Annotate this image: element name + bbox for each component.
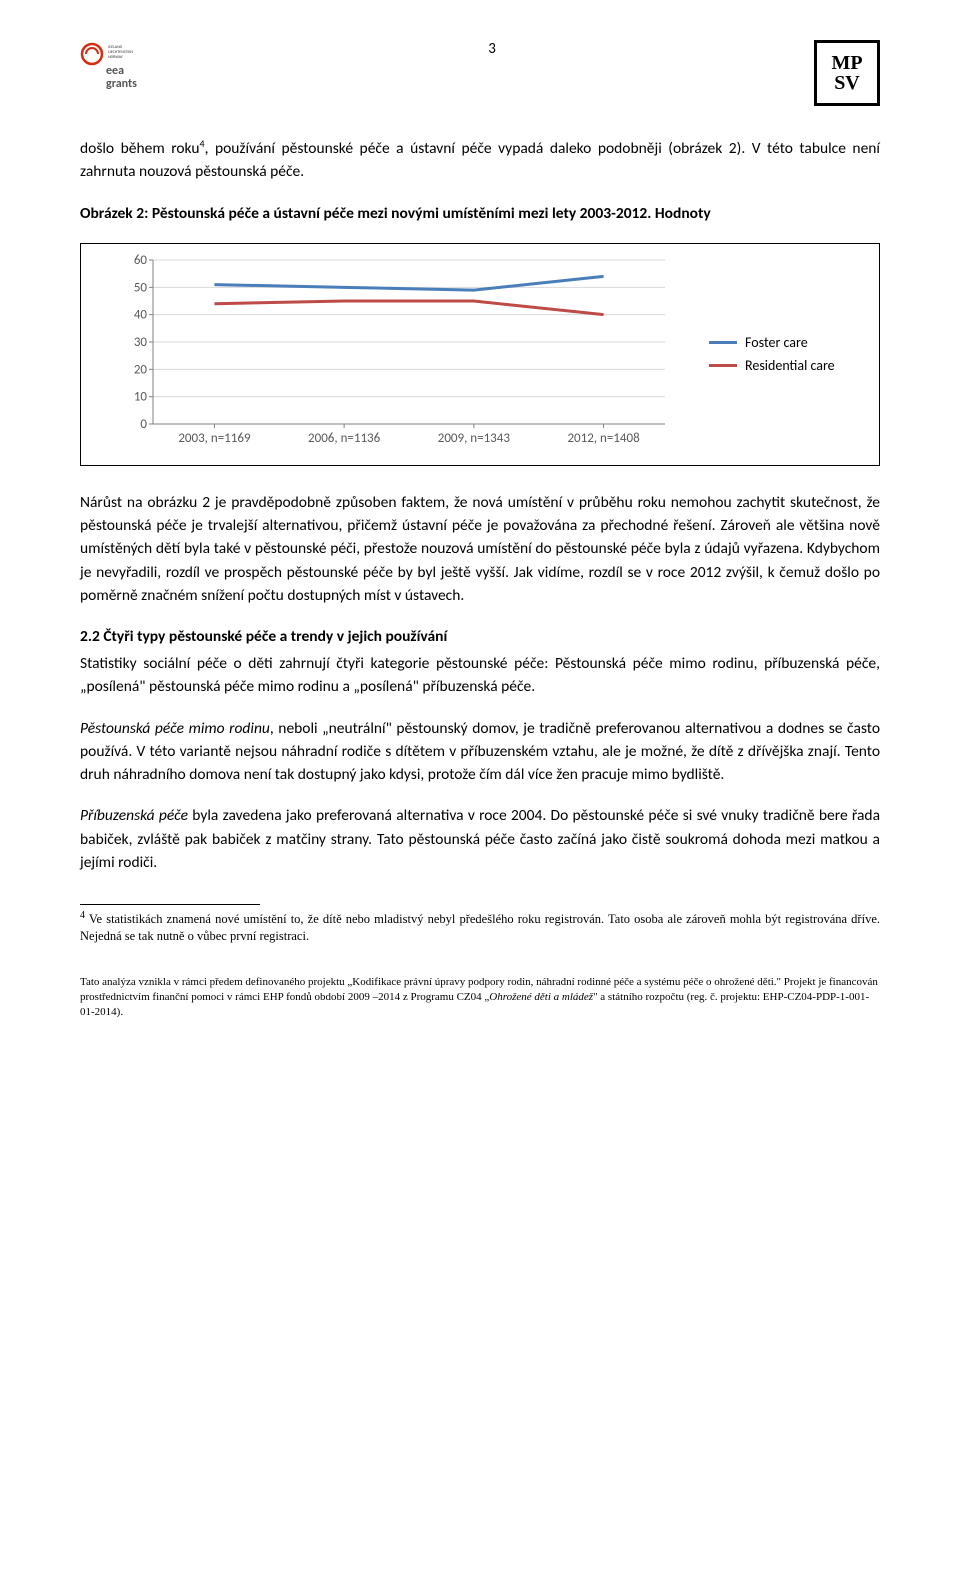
footnote-separator <box>80 904 260 905</box>
legend-label: Residential care <box>745 357 835 374</box>
para1-a: došlo během roku <box>80 139 200 158</box>
svg-text:20: 20 <box>134 362 148 377</box>
legend-swatch <box>709 341 737 344</box>
svg-text:30: 30 <box>134 335 148 350</box>
svg-text:NORWAY: NORWAY <box>108 55 123 60</box>
svg-text:10: 10 <box>134 390 148 405</box>
paragraph-intro: došlo během roku4, používání pěstounské … <box>80 136 880 184</box>
svg-text:0: 0 <box>140 417 147 432</box>
mpsv-logo-line1: MP <box>831 53 862 73</box>
paragraph-5: Příbuzenská péče byla zavedena jako pref… <box>80 804 880 874</box>
para5-rest: byla zavedena jako preferovaná alternati… <box>80 806 880 872</box>
page-footer: Tato analýza vznikla v rámci předem defi… <box>80 975 880 1020</box>
svg-text:grants: grants <box>106 77 137 90</box>
legend-item: Residential care <box>709 357 869 374</box>
page-header: ICELAND LIECHTENSTEIN NORWAY eea grants … <box>80 40 880 106</box>
svg-text:60: 60 <box>134 253 148 268</box>
line-chart: 0 10 20 30 40 50 60 2003, n=1169 2006, n=1136 200… <box>91 252 699 457</box>
para5-italic: Příbuzenská péče <box>80 806 188 825</box>
legend-item: Foster care <box>709 334 869 351</box>
para4-italic: Pěstounská péče mimo rodinu <box>80 719 270 738</box>
legend-label: Foster care <box>745 334 808 351</box>
svg-text:2009, n=1343: 2009, n=1343 <box>438 431 511 446</box>
svg-text:2003, n=1169: 2003, n=1169 <box>178 431 251 446</box>
footer-italic: Ohrožené děti a mládež <box>489 991 593 1003</box>
footnote: 4 Ve statistikách znamená nové umístění … <box>80 909 880 945</box>
eea-grants-logo: ICELAND LIECHTENSTEIN NORWAY eea grants <box>80 40 170 90</box>
mpsv-logo-line2: SV <box>834 73 860 93</box>
svg-text:50: 50 <box>134 280 148 295</box>
figure-caption: Obrázek 2: Pěstounská péče a ústavní péč… <box>80 202 880 225</box>
svg-text:2012, n=1408: 2012, n=1408 <box>567 431 640 446</box>
paragraph-3: Statistiky sociální péče o děti zahrnují… <box>80 652 880 699</box>
svg-text:eea: eea <box>106 64 124 78</box>
footnote-text: Ve statistikách znamená nové umístění to… <box>80 912 880 943</box>
svg-text:40: 40 <box>134 308 148 323</box>
chart-container: 0 10 20 30 40 50 60 2003, n=1169 2006, n=1136 200… <box>80 243 880 466</box>
chart-legend: Foster care Residential care <box>699 252 869 457</box>
mpsv-logo: MP SV <box>814 40 880 106</box>
paragraph-4: Pěstounská péče mimo rodinu, neboli „neu… <box>80 717 880 787</box>
page-number: 3 <box>488 40 496 58</box>
svg-text:2006, n=1136: 2006, n=1136 <box>308 431 381 446</box>
paragraph-2: Nárůst na obrázku 2 je pravděpodobně způ… <box>80 491 880 607</box>
section-heading: 2.2 Čtyři typy pěstounské péče a trendy … <box>80 627 880 646</box>
legend-swatch <box>709 364 737 367</box>
